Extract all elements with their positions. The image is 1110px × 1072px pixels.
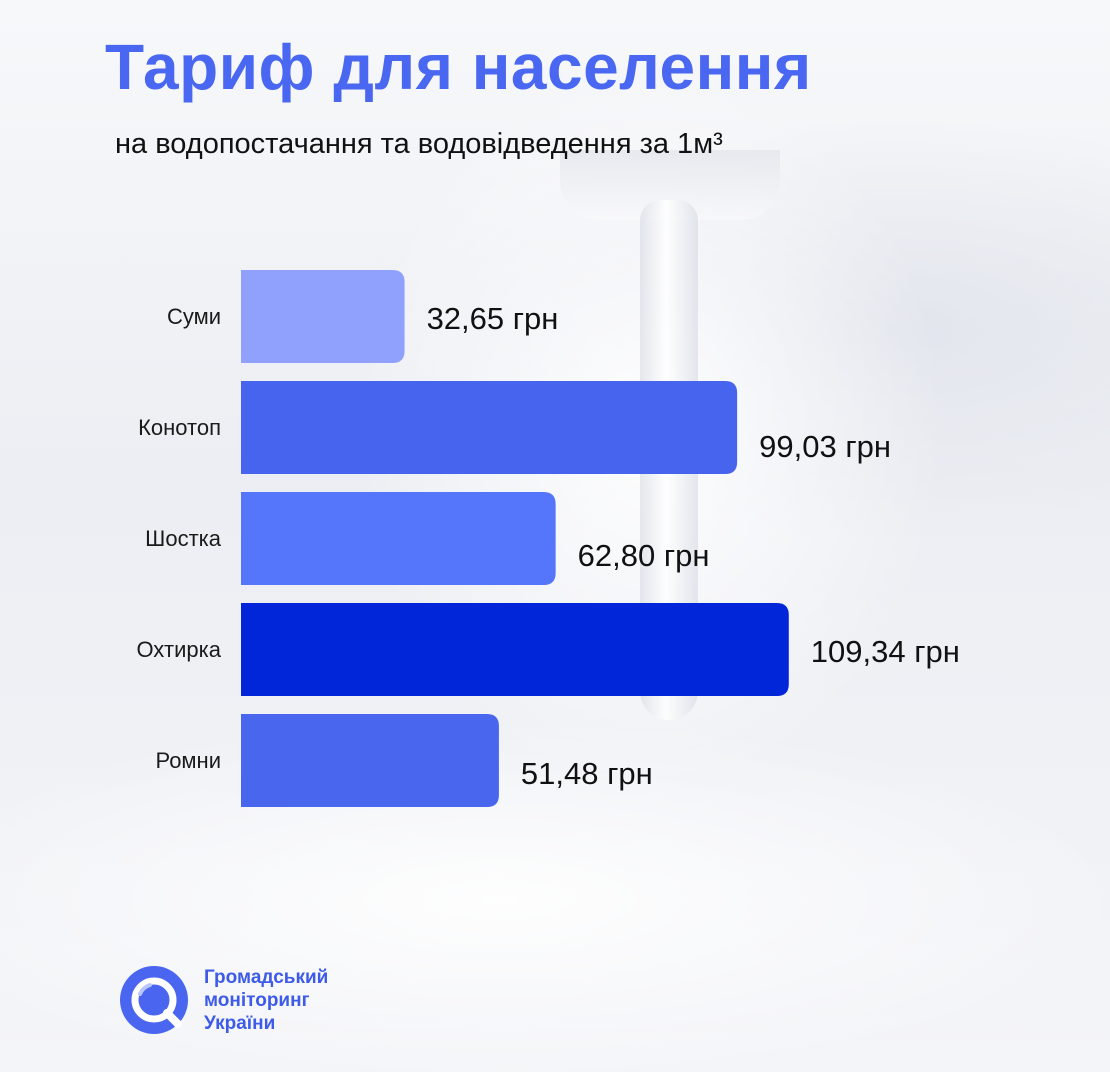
chart-title: Тариф для населення: [105, 31, 812, 103]
category-label-5: Ромни: [155, 748, 221, 773]
value-label-4: 109,34 грн: [811, 634, 960, 669]
logo-line-3: України: [204, 1013, 276, 1034]
logo-line-2: моніторинг: [204, 990, 310, 1011]
logo-line-1: Громадський: [204, 967, 329, 988]
value-label-3: 62,80 грн: [578, 538, 710, 573]
bar-3: [241, 492, 556, 585]
category-label-3: Шостка: [145, 526, 222, 551]
value-label-5: 51,48 грн: [521, 756, 653, 791]
value-label-1: 32,65 грн: [427, 301, 559, 336]
bar-4: [241, 603, 789, 696]
logo-text: Громадський моніторинг України: [204, 966, 328, 1035]
category-label-1: Суми: [167, 304, 221, 329]
category-label-4: Охтирка: [136, 637, 221, 662]
category-label-2: Конотоп: [138, 415, 221, 440]
bar-2: [241, 381, 738, 474]
value-label-2: 99,03 грн: [759, 429, 891, 464]
bar-1: [241, 270, 405, 363]
bar-5: [241, 714, 499, 807]
logo: Громадський моніторинг України: [118, 962, 378, 1042]
magnifier-logo-icon: [120, 966, 188, 1034]
chart-subtitle: на водопостачання та водовідведення за 1…: [115, 128, 723, 160]
